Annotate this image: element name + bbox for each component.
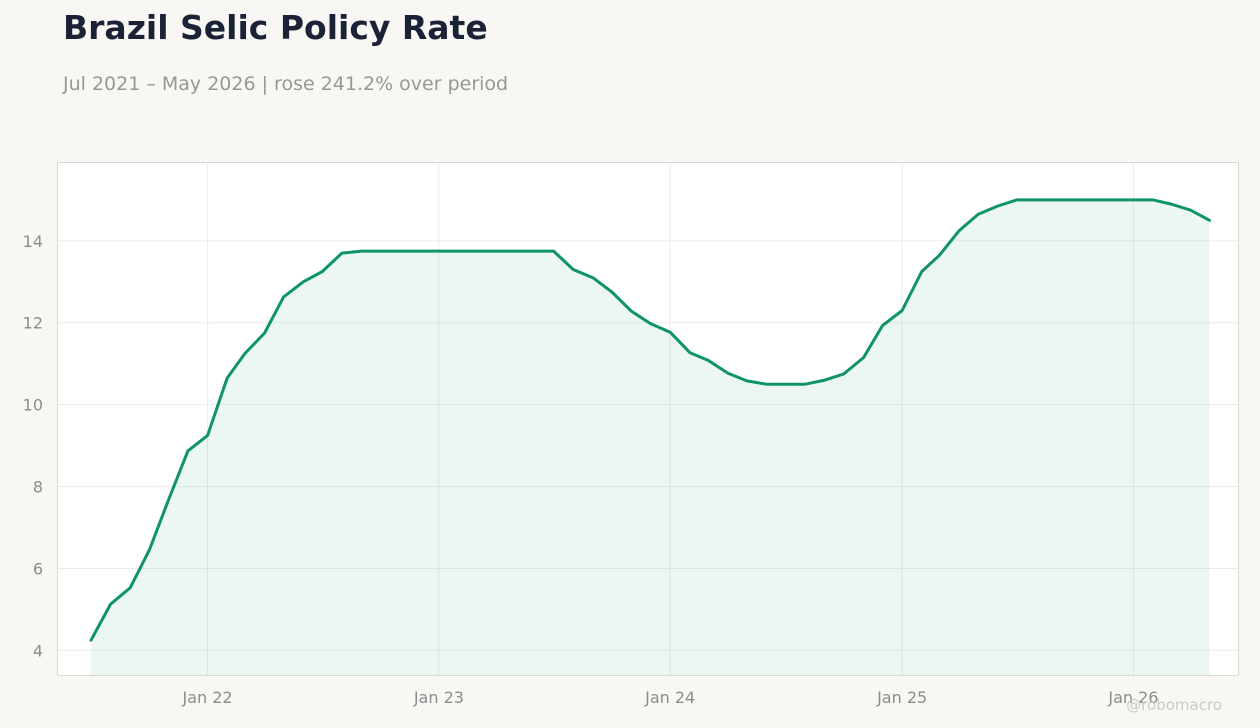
data-point bbox=[321, 270, 324, 273]
data-point bbox=[669, 331, 672, 334]
data-point bbox=[901, 309, 904, 312]
data-point bbox=[977, 213, 980, 216]
y-tick-label: 6 bbox=[33, 560, 43, 579]
y-tick-label: 8 bbox=[33, 478, 43, 497]
data-point bbox=[1132, 198, 1135, 201]
y-tick-label: 12 bbox=[23, 314, 43, 333]
data-point bbox=[206, 434, 209, 437]
x-tick-label: Jan 26 bbox=[1107, 688, 1158, 707]
data-point bbox=[745, 379, 748, 382]
y-axis-labels: 4 6 8 10 12 14 bbox=[23, 232, 43, 661]
data-point bbox=[533, 250, 536, 253]
data-point bbox=[226, 377, 229, 380]
data-point bbox=[1093, 198, 1096, 201]
data-point bbox=[167, 497, 170, 500]
data-point bbox=[823, 379, 826, 382]
x-tick-label: Jan 22 bbox=[182, 688, 233, 707]
data-point bbox=[457, 250, 460, 253]
x-tick-label: Jan 25 bbox=[876, 688, 927, 707]
data-point bbox=[243, 352, 246, 355]
series-group bbox=[89, 198, 1211, 675]
data-point bbox=[418, 250, 421, 253]
data-point bbox=[475, 250, 478, 253]
data-point bbox=[881, 324, 884, 327]
y-tick-label: 10 bbox=[23, 396, 43, 415]
chart-subtitle: Jul 2021 – May 2026 | rose 241.2% over p… bbox=[63, 73, 509, 95]
data-point bbox=[804, 383, 807, 386]
data-point bbox=[186, 449, 189, 452]
chart-title: Brazil Selic Policy Rate bbox=[63, 8, 488, 47]
data-point bbox=[1035, 198, 1038, 201]
data-point bbox=[109, 603, 112, 606]
data-point bbox=[148, 549, 151, 552]
data-point bbox=[958, 229, 961, 232]
data-point bbox=[1112, 198, 1115, 201]
data-point bbox=[437, 250, 440, 253]
data-point bbox=[591, 276, 594, 279]
data-point bbox=[610, 291, 613, 294]
data-point bbox=[765, 383, 768, 386]
data-point bbox=[996, 205, 999, 208]
plot-area bbox=[57, 162, 1239, 676]
data-point bbox=[707, 359, 710, 362]
x-axis-labels: Jan 22 Jan 23 Jan 24 Jan 25 Jan 26 bbox=[182, 688, 1159, 707]
data-point bbox=[263, 332, 266, 335]
data-point bbox=[572, 268, 575, 271]
data-point bbox=[552, 250, 555, 253]
data-point bbox=[282, 295, 285, 298]
data-point bbox=[1208, 219, 1211, 222]
y-tick-label: 14 bbox=[23, 232, 43, 251]
data-point bbox=[1074, 198, 1077, 201]
data-point bbox=[129, 586, 132, 589]
series-line bbox=[89, 198, 1211, 642]
data-point bbox=[688, 351, 691, 354]
data-point bbox=[862, 356, 865, 359]
data-point bbox=[1152, 198, 1155, 201]
data-point bbox=[938, 254, 941, 257]
data-point bbox=[630, 310, 633, 313]
data-point bbox=[379, 250, 382, 253]
y-tick-label: 4 bbox=[33, 641, 43, 660]
data-point bbox=[784, 383, 787, 386]
data-point bbox=[399, 250, 402, 253]
data-point bbox=[649, 322, 652, 325]
data-point bbox=[360, 250, 363, 253]
data-point bbox=[920, 270, 923, 273]
series-area-fill bbox=[91, 199, 1210, 675]
data-point bbox=[1055, 198, 1058, 201]
data-point bbox=[842, 372, 845, 375]
x-tick-label: Jan 23 bbox=[413, 688, 464, 707]
data-point bbox=[302, 280, 305, 283]
data-point bbox=[494, 250, 497, 253]
data-point bbox=[726, 372, 729, 375]
x-tick-label: Jan 24 bbox=[644, 688, 695, 707]
data-point bbox=[1189, 209, 1192, 212]
data-point bbox=[1169, 203, 1172, 206]
watermark: @robomacro bbox=[1126, 696, 1222, 714]
data-point bbox=[513, 250, 516, 253]
data-point bbox=[340, 252, 343, 255]
data-point bbox=[1015, 198, 1018, 201]
data-point bbox=[90, 639, 93, 642]
